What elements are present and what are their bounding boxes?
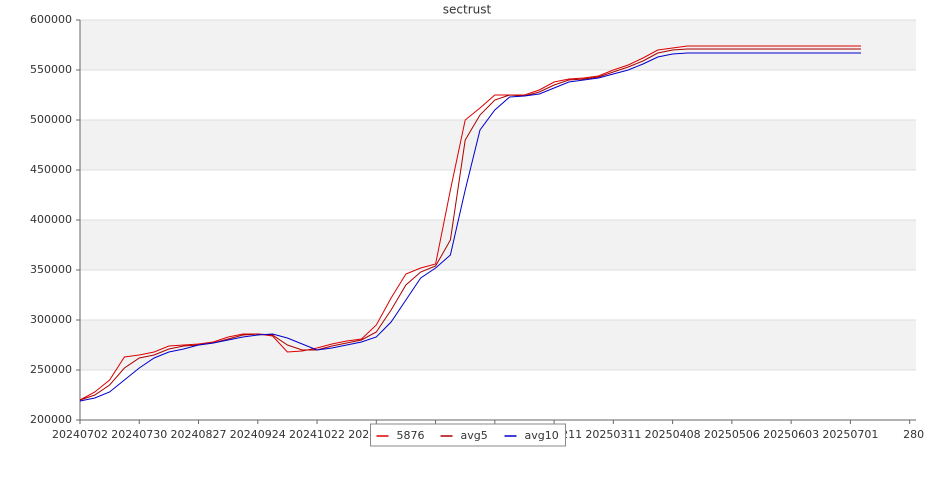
y-tick-label: 200000 [30, 413, 72, 426]
legend-label: 5876 [397, 429, 425, 442]
grid-band [80, 220, 916, 270]
x-tick-label: 20240827 [171, 428, 227, 441]
legend-box [370, 423, 566, 447]
x-tick-label: 20250506 [704, 428, 760, 441]
grid-band [80, 320, 916, 370]
y-tick-label: 450000 [30, 163, 72, 176]
y-tick-label: 350000 [30, 263, 72, 276]
legend: 5876 avg5 avg10 [370, 423, 566, 447]
y-tick-label: 250000 [30, 363, 72, 376]
series-line [79, 48, 861, 401]
x-tick-label: 20240730 [111, 428, 167, 441]
series-line [79, 45, 861, 401]
x-tick-label: 280 [903, 428, 924, 441]
x-tick-label: 20250408 [645, 428, 701, 441]
x-tick-label: 20240924 [230, 428, 286, 441]
grid-band [80, 120, 916, 170]
y-tick-label: 550000 [30, 63, 72, 76]
grid-band [80, 20, 916, 70]
y-tick-label: 400000 [30, 213, 72, 226]
chart-title: sectrust [443, 3, 492, 17]
series-line [79, 52, 861, 402]
y-tick-label: 500000 [30, 113, 72, 126]
x-tick-label: 20250311 [585, 428, 641, 441]
legend-label: avg5 [461, 429, 488, 442]
y-tick-label: 600000 [30, 13, 72, 26]
y-tick-label: 300000 [30, 313, 72, 326]
legend-label: avg10 [525, 429, 559, 442]
x-tick-label: 20250701 [822, 428, 878, 441]
x-tick-label: 20241022 [289, 428, 345, 441]
x-tick-label: 20250603 [763, 428, 819, 441]
x-tick-label: 20240702 [52, 428, 108, 441]
